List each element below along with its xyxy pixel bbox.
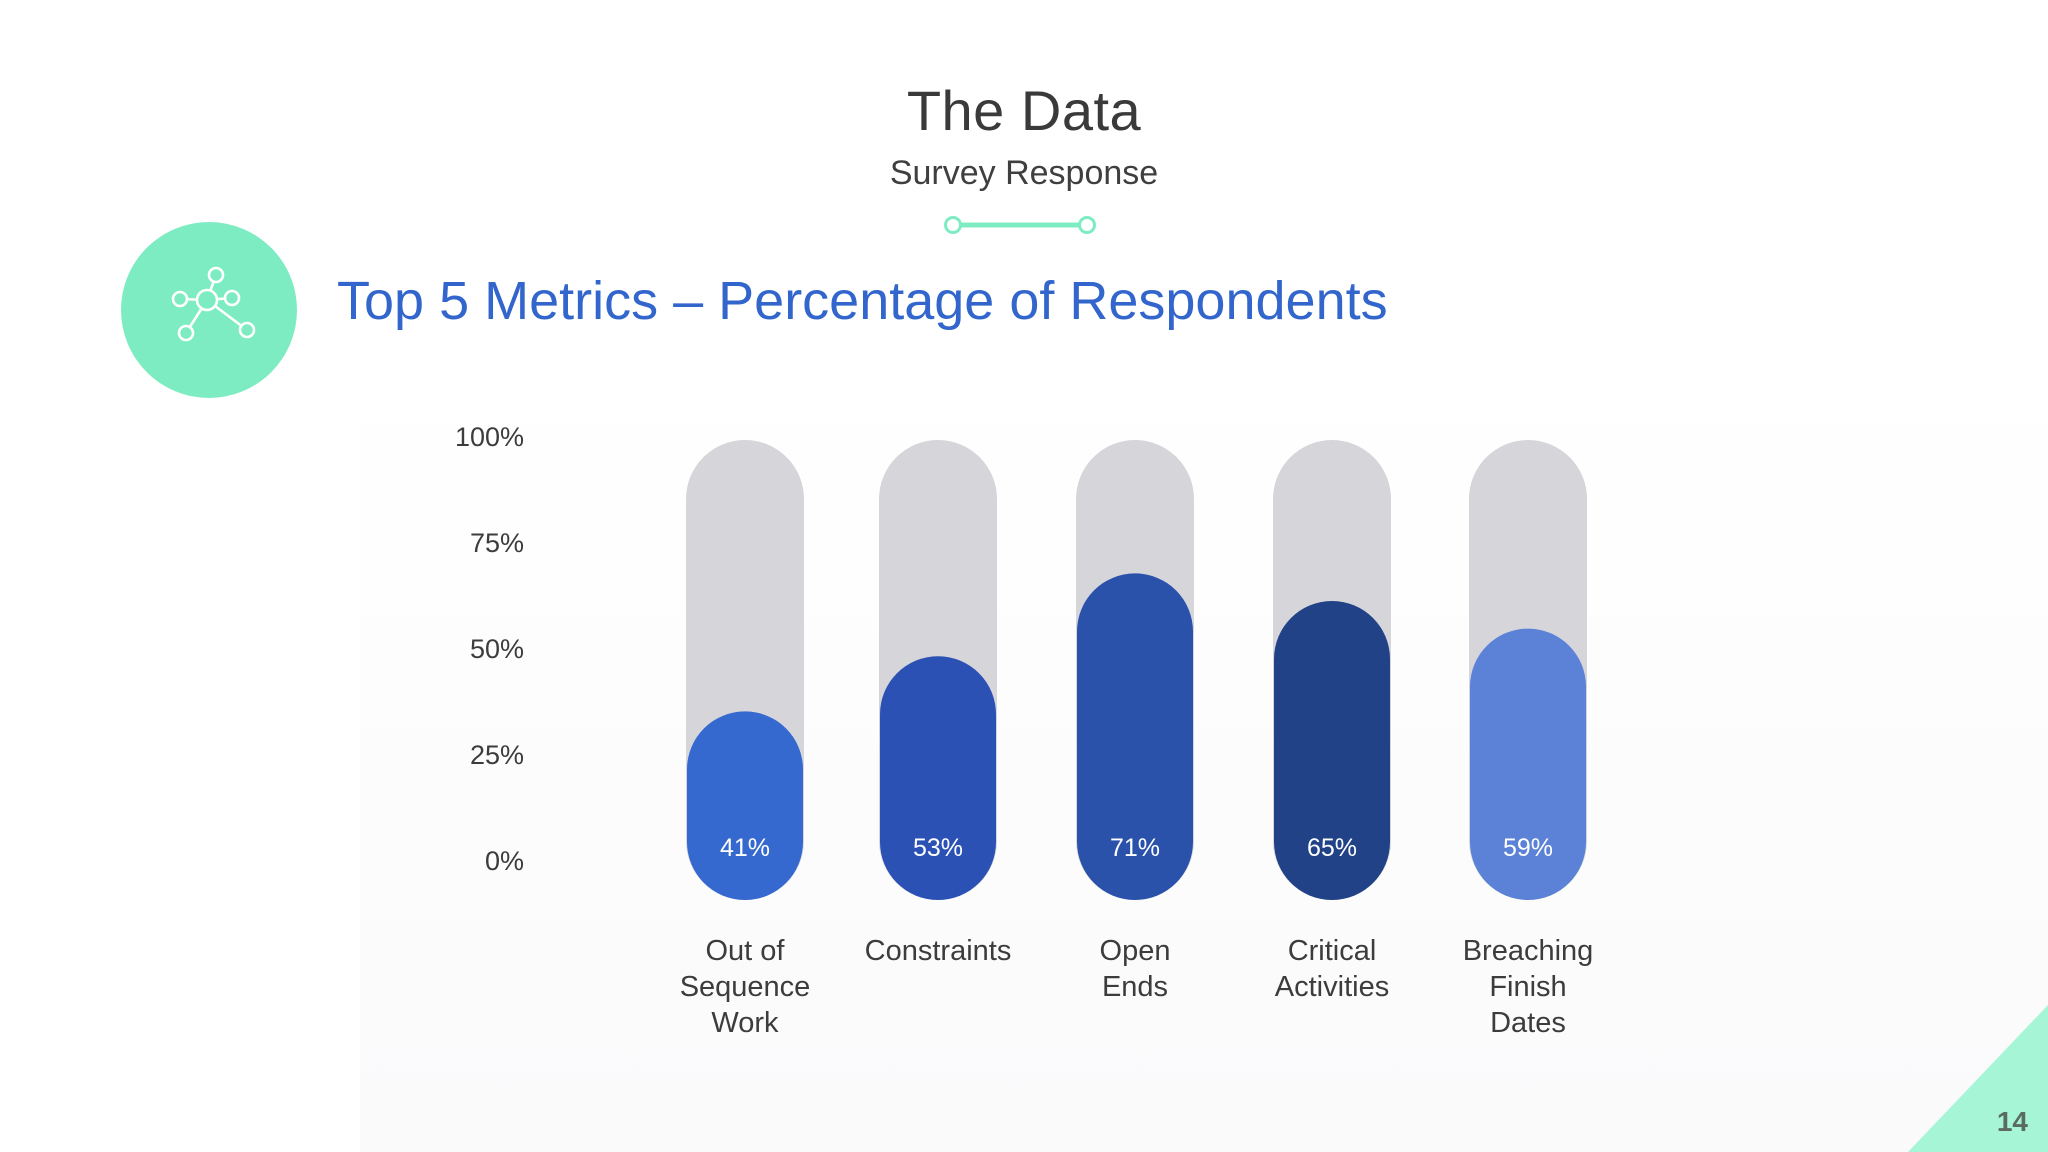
- bar: [687, 711, 803, 900]
- bar: [1470, 628, 1586, 900]
- category-label: Constraints: [865, 935, 1012, 967]
- data-label: 41%: [720, 834, 770, 862]
- category-label: Out of Sequence Work: [680, 935, 811, 1039]
- y-tick-label: 100%: [455, 422, 524, 452]
- section-heading: Top 5 Metrics – Percentage of Respondent…: [337, 271, 1388, 331]
- category-label: Critical Activities: [1275, 935, 1389, 1003]
- slide-subtitle: Survey Response: [889, 154, 1159, 192]
- network-icon: [171, 266, 256, 342]
- data-label: 59%: [1503, 834, 1553, 862]
- category-label: Breaching Finish Dates: [1463, 935, 1594, 1039]
- y-tick-label: 75%: [470, 528, 524, 558]
- corner-accent: [1908, 1005, 2048, 1152]
- data-label: 65%: [1307, 834, 1357, 862]
- section-badge: [121, 222, 297, 398]
- bar: [1077, 573, 1193, 900]
- slide-title: The Data: [906, 79, 1142, 142]
- data-label: 53%: [913, 834, 963, 862]
- data-label: 71%: [1110, 834, 1160, 862]
- page-number: 14: [1996, 1106, 2028, 1137]
- bar: [880, 656, 996, 900]
- category-label: Open Ends: [1100, 935, 1171, 1003]
- bar: [1274, 601, 1390, 900]
- y-tick-label: 0%: [485, 846, 524, 876]
- y-tick-label: 50%: [470, 634, 524, 664]
- y-tick-label: 25%: [470, 740, 524, 770]
- slide-backdrop: [360, 360, 2048, 1152]
- title-divider: [944, 216, 1096, 234]
